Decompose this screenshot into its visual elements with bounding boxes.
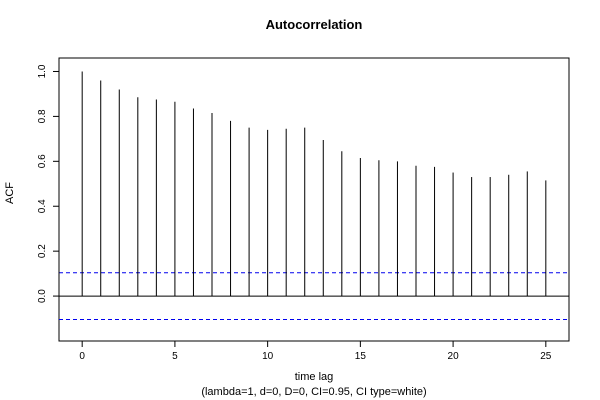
plot-frame bbox=[58, 57, 570, 342]
y-tick-label: 0.8 bbox=[37, 109, 48, 123]
x-tick-label: 15 bbox=[355, 351, 367, 362]
acf-bars bbox=[81, 71, 547, 297]
y-tick-label: 0.4 bbox=[37, 199, 48, 213]
x-tick-label: 0 bbox=[79, 351, 85, 362]
x-tick-label: 20 bbox=[448, 351, 460, 362]
x-tick-label: 10 bbox=[262, 351, 274, 362]
chart-title: Autocorrelation bbox=[266, 17, 363, 32]
x-tick-label: 25 bbox=[540, 351, 552, 362]
y-tick-label: 0.2 bbox=[37, 244, 48, 258]
y-tick-label: 1.0 bbox=[37, 64, 48, 78]
y-tick-label: 0.6 bbox=[37, 154, 48, 168]
x-axis: 0 5 10 15 20 25 bbox=[79, 340, 552, 362]
x-tick-label: 5 bbox=[172, 351, 178, 362]
y-tick-label: 0.0 bbox=[37, 289, 48, 303]
y-axis-label: ACF bbox=[4, 182, 16, 204]
confidence-bands bbox=[59, 272, 569, 320]
y-axis: 0.0 0.2 0.4 0.6 0.8 1.0 bbox=[37, 64, 60, 303]
x-axis-label: time lag bbox=[295, 371, 334, 383]
x-axis-subtitle: (lambda=1, d=0, D=0, CI=0.95, CI type=wh… bbox=[201, 386, 426, 398]
